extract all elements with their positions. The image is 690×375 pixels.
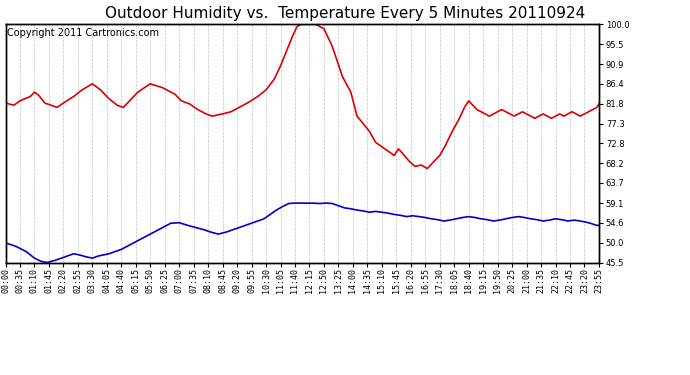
Text: Copyright 2011 Cartronics.com: Copyright 2011 Cartronics.com [7,28,159,38]
Text: Outdoor Humidity vs.  Temperature Every 5 Minutes 20110924: Outdoor Humidity vs. Temperature Every 5… [105,6,585,21]
